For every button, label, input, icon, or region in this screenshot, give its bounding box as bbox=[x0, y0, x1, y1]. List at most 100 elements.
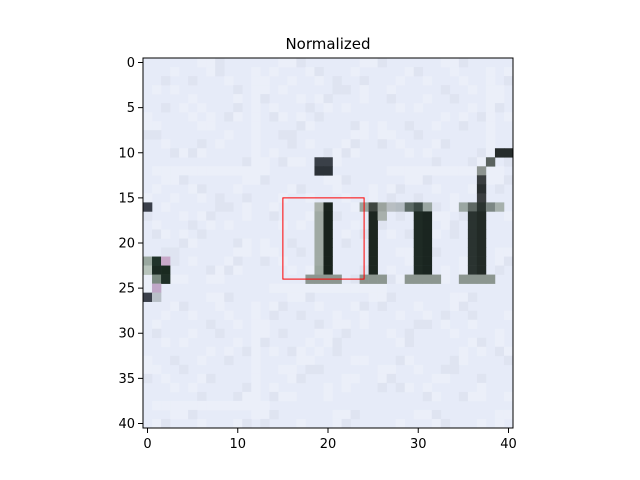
ink-pixel bbox=[161, 265, 171, 275]
background-pixel bbox=[188, 148, 198, 158]
background-pixel bbox=[350, 130, 360, 140]
background-pixel bbox=[359, 310, 369, 321]
background-pixel bbox=[467, 391, 478, 402]
background-pixel bbox=[440, 418, 451, 429]
background-pixel bbox=[269, 148, 279, 158]
background-pixel bbox=[476, 157, 487, 167]
background-pixel bbox=[188, 256, 198, 266]
background-pixel bbox=[332, 148, 342, 158]
background-pixel bbox=[332, 346, 342, 357]
background-pixel bbox=[503, 256, 514, 266]
ink-pixel bbox=[413, 220, 424, 230]
background-pixel bbox=[359, 283, 369, 293]
ink-pixel bbox=[314, 238, 324, 248]
background-pixel bbox=[287, 238, 297, 248]
background-pixel bbox=[206, 319, 216, 330]
background-pixel bbox=[431, 202, 442, 212]
background-pixel bbox=[188, 94, 198, 104]
background-pixel bbox=[449, 328, 460, 339]
ink-pixel bbox=[467, 256, 478, 266]
background-pixel bbox=[143, 373, 153, 384]
ink-pixel bbox=[323, 229, 333, 239]
ink-pixel bbox=[485, 157, 496, 167]
background-pixel bbox=[278, 283, 288, 293]
ink-pixel bbox=[377, 211, 387, 221]
background-pixel bbox=[233, 112, 243, 122]
background-pixel bbox=[305, 355, 315, 366]
background-pixel bbox=[476, 391, 487, 402]
background-pixel bbox=[368, 184, 378, 194]
background-pixel bbox=[422, 175, 433, 185]
background-pixel bbox=[287, 373, 297, 384]
background-pixel bbox=[458, 58, 469, 68]
ink-pixel bbox=[422, 202, 433, 212]
background-pixel bbox=[494, 184, 505, 194]
ink-pixel bbox=[413, 265, 424, 275]
background-pixel bbox=[494, 328, 505, 339]
ink-pixel bbox=[458, 202, 469, 212]
background-pixel bbox=[188, 238, 198, 248]
ink-pixel bbox=[476, 238, 487, 248]
background-pixel bbox=[287, 139, 297, 149]
background-pixel bbox=[287, 184, 297, 194]
background-pixel bbox=[413, 67, 424, 77]
background-pixel bbox=[224, 355, 234, 366]
background-pixel bbox=[323, 283, 333, 293]
background-pixel bbox=[386, 328, 396, 339]
background-pixel bbox=[206, 67, 216, 77]
background-pixel bbox=[197, 211, 207, 221]
background-pixel bbox=[305, 283, 315, 293]
background-pixel bbox=[494, 94, 505, 104]
ink-pixel bbox=[314, 220, 324, 230]
background-pixel bbox=[350, 301, 360, 311]
background-pixel bbox=[341, 382, 351, 393]
background-pixel bbox=[404, 229, 415, 239]
background-pixel bbox=[386, 94, 396, 104]
background-pixel bbox=[152, 229, 162, 239]
background-pixel bbox=[224, 400, 234, 411]
ink-pixel bbox=[152, 256, 162, 266]
background-pixel bbox=[422, 148, 433, 158]
background-pixel bbox=[377, 364, 387, 375]
background-pixel bbox=[179, 175, 189, 185]
background-pixel bbox=[296, 355, 306, 366]
background-pixel bbox=[143, 121, 153, 131]
background-pixel bbox=[233, 238, 243, 248]
ink-pixel bbox=[467, 202, 478, 212]
background-pixel bbox=[386, 184, 396, 194]
background-pixel bbox=[386, 85, 396, 95]
background-pixel bbox=[494, 337, 505, 348]
background-pixel bbox=[386, 274, 396, 284]
background-pixel bbox=[458, 121, 469, 131]
background-pixel bbox=[413, 130, 424, 140]
background-pixel bbox=[188, 310, 198, 321]
background-pixel bbox=[152, 319, 162, 330]
background-pixel bbox=[251, 103, 261, 113]
ink-pixel bbox=[323, 220, 333, 230]
background-pixel bbox=[251, 364, 261, 375]
background-pixel bbox=[260, 328, 270, 339]
ink-pixel bbox=[503, 148, 514, 158]
y-tick-label: 10 bbox=[118, 146, 135, 161]
ink-pixel bbox=[476, 265, 487, 275]
background-pixel bbox=[206, 220, 216, 230]
background-pixel bbox=[197, 355, 207, 366]
background-pixel bbox=[503, 355, 514, 366]
background-pixel bbox=[278, 130, 288, 140]
background-pixel bbox=[377, 139, 387, 149]
background-pixel bbox=[260, 175, 270, 185]
background-pixel bbox=[224, 130, 234, 140]
background-pixel bbox=[449, 193, 460, 203]
background-pixel bbox=[215, 328, 225, 339]
background-pixel bbox=[485, 175, 496, 185]
background-pixel bbox=[287, 76, 297, 86]
background-pixel bbox=[251, 346, 261, 357]
background-pixel bbox=[233, 247, 243, 257]
background-pixel bbox=[431, 247, 442, 257]
background-pixel bbox=[449, 301, 460, 311]
background-pixel bbox=[188, 409, 198, 420]
ink-pixel bbox=[323, 166, 333, 176]
background-pixel bbox=[422, 310, 433, 321]
background-pixel bbox=[197, 229, 207, 239]
background-pixel bbox=[413, 175, 424, 185]
